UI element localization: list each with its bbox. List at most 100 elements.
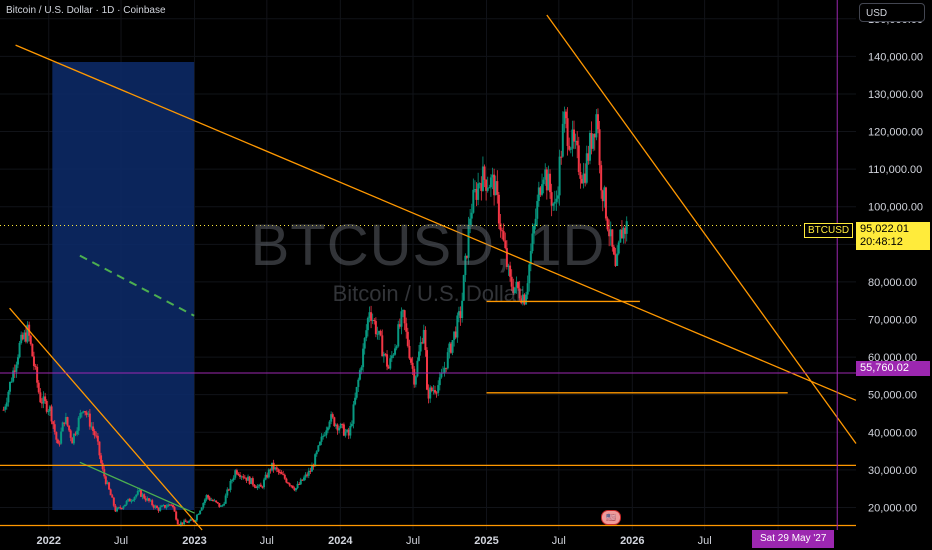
candle-body bbox=[170, 504, 173, 506]
candle-body bbox=[258, 484, 261, 487]
candle-body bbox=[34, 365, 37, 367]
candle-body bbox=[443, 367, 446, 373]
candle-body bbox=[378, 330, 381, 334]
candle-body bbox=[547, 173, 550, 191]
candle-body bbox=[274, 467, 277, 470]
candle-body bbox=[531, 233, 534, 252]
candle-body bbox=[119, 507, 122, 509]
candle-body bbox=[100, 455, 103, 463]
candle-body bbox=[248, 476, 251, 484]
candle-body bbox=[151, 500, 154, 506]
price-tick-label: 130,000.00 bbox=[868, 89, 923, 101]
currency-button[interactable]: USD bbox=[859, 3, 925, 22]
candle-body bbox=[141, 494, 144, 497]
candle-body bbox=[494, 181, 497, 196]
candle-body bbox=[318, 441, 321, 446]
highlight-zone bbox=[52, 62, 195, 510]
candle-body bbox=[510, 276, 513, 287]
candle-body bbox=[469, 218, 472, 226]
candle-body bbox=[344, 431, 347, 436]
candle-body bbox=[82, 411, 85, 413]
candle-body bbox=[130, 500, 133, 502]
candle-body bbox=[125, 501, 128, 505]
flag-icon[interactable]: 🇺🇸 bbox=[601, 510, 621, 525]
bar-countdown: 20:48:12 bbox=[860, 236, 903, 248]
candle-body bbox=[574, 140, 577, 142]
candle-body bbox=[138, 489, 141, 491]
candle-body bbox=[64, 417, 67, 424]
candle-body bbox=[481, 166, 484, 191]
candle-body bbox=[395, 346, 398, 349]
candle-body bbox=[79, 413, 82, 418]
candle-body bbox=[411, 362, 414, 369]
candle-body bbox=[15, 364, 18, 372]
candle-body bbox=[394, 348, 397, 355]
candle-body bbox=[549, 173, 552, 193]
candle-body bbox=[366, 318, 369, 331]
time-tick-label: Jul bbox=[114, 535, 128, 547]
candle-body bbox=[77, 417, 80, 431]
candle-body bbox=[606, 218, 609, 230]
candle-body bbox=[334, 424, 337, 427]
candle-body bbox=[609, 229, 612, 237]
candle-body bbox=[95, 435, 98, 437]
candle-body bbox=[165, 506, 168, 508]
candle-body bbox=[446, 352, 449, 369]
candle-body bbox=[183, 520, 186, 525]
candle-body bbox=[328, 421, 331, 428]
candle-body bbox=[386, 354, 389, 367]
candle-body bbox=[215, 500, 218, 503]
candle-body bbox=[210, 499, 213, 501]
candle-body bbox=[58, 443, 61, 445]
candle-body bbox=[614, 254, 617, 266]
candle-body bbox=[202, 502, 205, 508]
candle-body bbox=[398, 324, 401, 327]
candle-body bbox=[526, 283, 529, 295]
candle-body bbox=[374, 321, 377, 335]
candle-body bbox=[486, 187, 489, 191]
candle-body bbox=[485, 179, 488, 191]
candle-body bbox=[346, 429, 349, 432]
candle-body bbox=[397, 324, 400, 347]
symbol-title[interactable]: Bitcoin / U.S. Dollar · 1D · Coinbase bbox=[6, 5, 166, 16]
candle-body bbox=[176, 519, 179, 525]
candle-body bbox=[427, 389, 430, 399]
candle-body bbox=[20, 334, 23, 343]
candle-body bbox=[552, 203, 555, 206]
candle-body bbox=[600, 165, 603, 191]
candle-body bbox=[60, 431, 63, 444]
candle-body bbox=[71, 437, 74, 444]
candle-body bbox=[87, 413, 90, 415]
candle-body bbox=[470, 212, 473, 219]
candle-body bbox=[445, 367, 448, 369]
candle-body bbox=[37, 382, 40, 393]
candle-body bbox=[235, 470, 238, 474]
candle-body bbox=[29, 335, 32, 345]
candle-body bbox=[563, 111, 566, 124]
candle-body bbox=[579, 171, 582, 179]
candle-body bbox=[247, 476, 250, 481]
candle-body bbox=[473, 189, 476, 191]
candle-body bbox=[421, 342, 424, 344]
candle-body bbox=[155, 505, 158, 509]
candle-body bbox=[477, 183, 480, 200]
candle-body bbox=[245, 477, 248, 481]
time-axis: 2022Jul2023Jul2024Jul2025Jul2026Jul2027 bbox=[36, 535, 790, 547]
candle-body bbox=[483, 166, 486, 180]
candle-body bbox=[534, 218, 537, 227]
drawing-lines bbox=[0, 14, 857, 531]
candle-body bbox=[16, 357, 19, 365]
candle-body bbox=[413, 368, 416, 385]
candle-body bbox=[279, 472, 282, 474]
candle-body bbox=[304, 474, 307, 478]
time-tick-label: 2026 bbox=[620, 535, 644, 547]
candle-body bbox=[143, 494, 146, 499]
candle-body bbox=[229, 481, 232, 490]
crosshair-date-label: Sat 29 May '27 bbox=[752, 530, 835, 548]
candle-body bbox=[433, 390, 436, 393]
candle-body bbox=[92, 426, 95, 432]
candle-body bbox=[384, 353, 387, 355]
trend-line bbox=[546, 14, 857, 444]
candle-body bbox=[56, 439, 59, 444]
